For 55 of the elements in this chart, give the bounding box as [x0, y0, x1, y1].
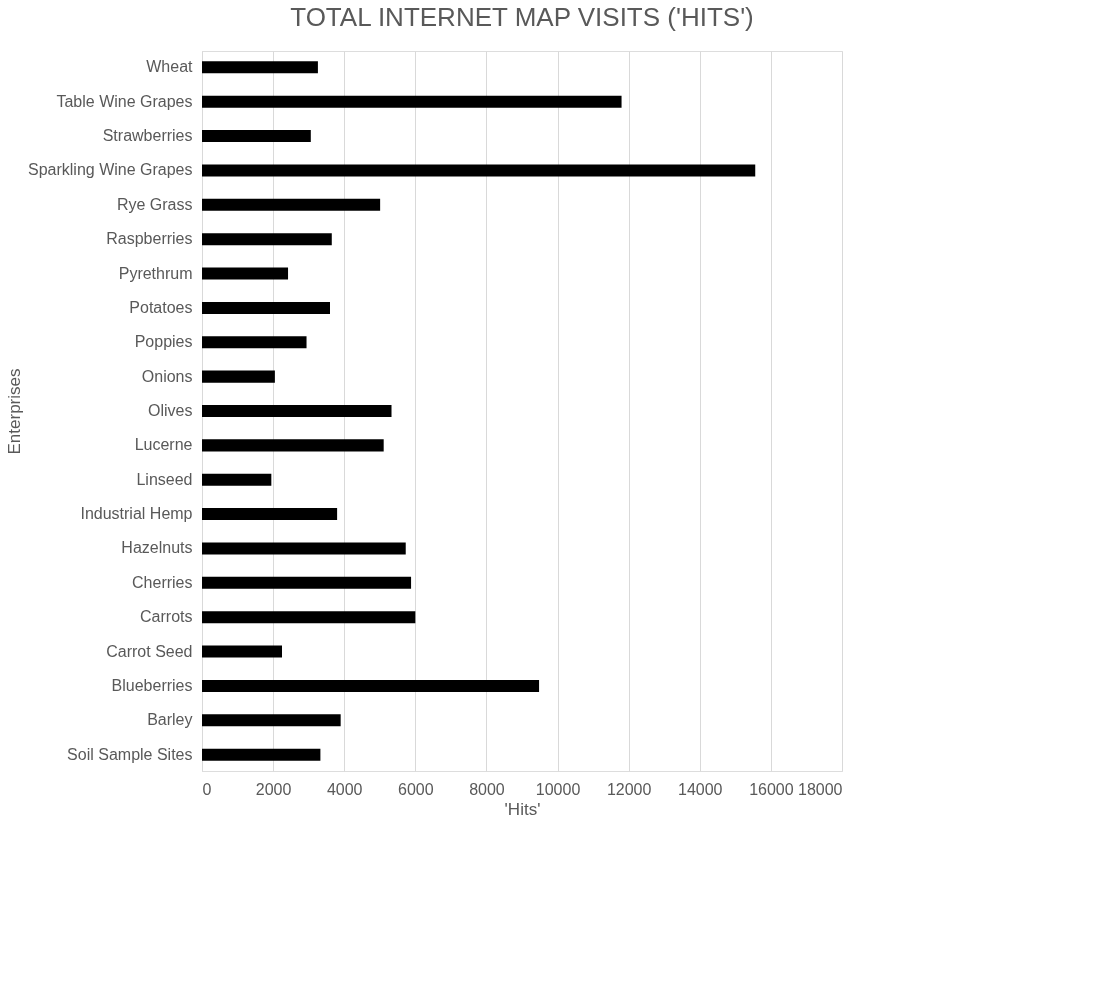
bar [202, 61, 318, 74]
bar [202, 267, 289, 280]
y-tick-label: Rye Grass [116, 195, 193, 213]
y-tick-label: Blueberries [111, 676, 193, 694]
bar [202, 508, 338, 521]
bar [202, 164, 756, 177]
x-tick-label: 18000 [798, 780, 843, 798]
y-tick-label: Hazelnuts [121, 539, 193, 557]
y-tick-label: Carrot Seed [106, 642, 193, 660]
bar [202, 233, 332, 246]
bar [202, 542, 406, 555]
y-tick-label: Barley [147, 711, 193, 729]
x-axis-title: 'Hits' [504, 799, 541, 819]
x-tick-label: 12000 [606, 780, 652, 798]
bar [202, 95, 622, 108]
x-tick-label: 14000 [678, 780, 723, 798]
y-tick-label: Linseed [136, 470, 193, 488]
x-tick-label: 10000 [535, 780, 581, 798]
bar [202, 336, 307, 349]
bar [202, 404, 392, 418]
bar [202, 473, 272, 486]
y-tick-label: Carrots [140, 608, 193, 626]
y-tick-label: Lucerne [134, 436, 193, 454]
bar [202, 748, 321, 761]
y-tick-label: Pyrethrum [118, 264, 193, 282]
chart-title: TOTAL INTERNET MAP VISITS ('HITS') [290, 2, 754, 32]
bar [202, 370, 275, 383]
bar [202, 576, 412, 589]
y-tick-label: Strawberries [102, 127, 193, 145]
x-tick-label: 0 [202, 780, 212, 798]
bar [202, 611, 416, 624]
y-tick-label: Onions [141, 367, 193, 385]
y-tick-label: Industrial Hemp [80, 505, 193, 523]
bar [202, 714, 341, 727]
bar [202, 679, 540, 692]
bar [202, 439, 384, 452]
bar [202, 301, 330, 314]
x-tick-label: 8000 [469, 780, 505, 798]
y-tick-label: Table Wine Grapes [56, 92, 193, 110]
y-tick-label: Soil Sample Sites [67, 745, 193, 763]
bar [202, 645, 282, 658]
x-tick-label: 16000 [749, 780, 794, 798]
x-tick-label: 2000 [255, 780, 292, 798]
y-tick-label: Sparkling Wine Grapes [27, 161, 193, 179]
y-tick-label: Potatoes [129, 298, 193, 316]
y-axis-title: Enterprises [4, 368, 24, 455]
bar [202, 130, 311, 143]
x-tick-label: 4000 [326, 780, 363, 798]
x-tick-label: 6000 [398, 780, 434, 798]
y-tick-label: Raspberries [106, 230, 193, 248]
bar [202, 198, 381, 211]
y-tick-label: Olives [148, 402, 193, 419]
y-tick-label: Poppies [134, 333, 193, 351]
y-tick-label: Cherries [132, 573, 193, 591]
y-tick-label: Wheat [146, 58, 194, 76]
